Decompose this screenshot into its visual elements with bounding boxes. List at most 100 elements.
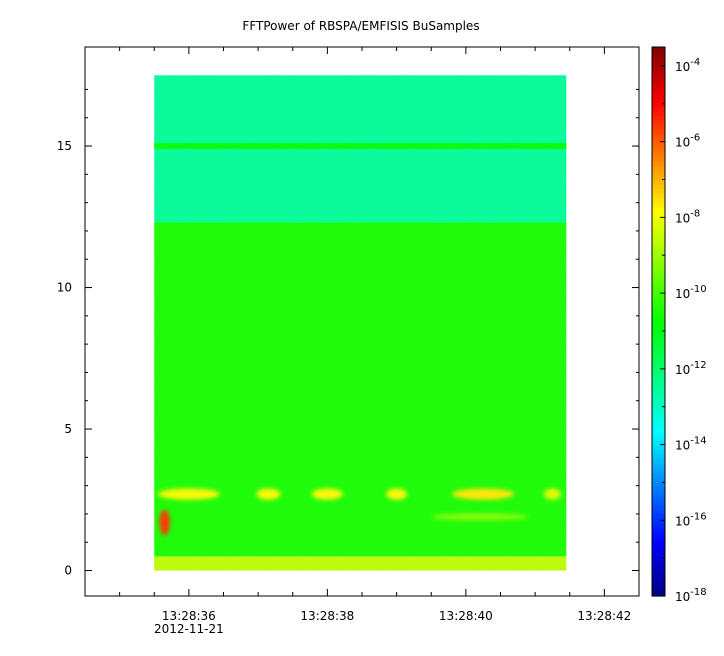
colorbar-segment <box>652 88 665 94</box>
colorbar-segment <box>652 362 665 368</box>
colorbar-segment <box>652 193 665 199</box>
colorbar-segment <box>652 115 665 121</box>
colorbar-segment <box>652 83 665 89</box>
colorbar-segment <box>652 312 665 318</box>
colorbar-segment <box>652 513 665 519</box>
colorbar-segment <box>652 65 665 71</box>
colorbar-segment <box>652 376 665 382</box>
colorbar-segment <box>652 413 665 419</box>
colorbar-tick-base: 10 <box>675 60 690 74</box>
colorbar-segment <box>652 161 665 167</box>
colorbar-segment <box>652 417 665 423</box>
colorbar-segment <box>652 56 665 62</box>
colorbar-segment <box>652 339 665 345</box>
colorbar-tick-exponent: -4 <box>690 57 700 68</box>
colorbar-segment <box>652 445 665 451</box>
colorbar-tick-label: 10-6 <box>675 133 700 150</box>
colorbar-segment <box>652 348 665 355</box>
colorbar-segment <box>652 220 665 227</box>
y-tick-label: 10 <box>57 281 72 295</box>
y-tick-label: 0 <box>64 564 72 578</box>
colorbar-segment <box>652 197 665 204</box>
colorbar-segment <box>652 133 665 140</box>
colorbar-segment <box>652 211 665 217</box>
colorbar-segment <box>652 129 665 135</box>
colorbar-segment <box>652 202 665 208</box>
colorbar-segment <box>652 559 665 565</box>
colorbar-segment <box>652 504 665 510</box>
colorbar-segment <box>652 390 665 396</box>
colorbar-segment <box>652 481 665 487</box>
colorbar-segment <box>652 536 665 542</box>
x-tick-label: 13:28:42 <box>577 609 631 623</box>
x-tick-date-label: 2012-11-21 <box>154 622 224 636</box>
colorbar-segment <box>652 239 665 245</box>
colorbar-segment <box>652 458 665 464</box>
colorbar-segment <box>652 545 665 551</box>
y-tick-label: 5 <box>64 422 72 436</box>
colorbar-segment <box>652 330 665 336</box>
colorbar-tick-label: 10-8 <box>675 208 700 225</box>
colorbar-segment <box>652 243 665 249</box>
colorbar-segment <box>652 111 665 117</box>
colorbar-segment <box>652 289 665 295</box>
colorbar-tick-exponent: -18 <box>690 587 706 598</box>
colorbar-segment <box>652 435 665 442</box>
colorbar-segment <box>652 472 665 478</box>
colorbar-segment <box>652 252 665 259</box>
colorbar-tick-base: 10 <box>675 590 690 604</box>
colorbar-tick-base: 10 <box>675 439 690 453</box>
colorbar-segment <box>652 266 665 272</box>
colorbar-segment <box>652 275 665 281</box>
colorbar-tick-exponent: -10 <box>690 284 706 295</box>
heatmap-layer <box>154 75 567 571</box>
colorbar-segment <box>652 234 665 240</box>
colorbar-segment <box>652 531 665 538</box>
colorbar-segment <box>652 499 665 506</box>
colorbar-segment <box>652 477 665 483</box>
colorbar-segment <box>652 69 665 76</box>
noise-texture <box>154 75 567 571</box>
colorbar-segment <box>652 440 665 446</box>
colorbar-segment <box>652 522 665 528</box>
colorbar-segment <box>652 509 665 515</box>
colorbar-tick-base: 10 <box>675 211 690 225</box>
colorbar-segment <box>652 380 665 387</box>
colorbar-segment <box>652 385 665 391</box>
colorbar-tick-label: 10-18 <box>675 587 707 604</box>
colorbar-segment <box>652 101 665 108</box>
colorbar-segment <box>652 490 665 496</box>
colorbar-segment <box>652 403 665 410</box>
colorbar-segment <box>652 568 665 574</box>
colorbar-segment <box>652 591 665 597</box>
colorbar-segment <box>652 307 665 313</box>
y-tick-label: 15 <box>57 139 72 153</box>
colorbar-segment <box>652 152 665 158</box>
colorbar-segment <box>652 124 665 130</box>
colorbar-segment <box>652 106 665 112</box>
colorbar-segment <box>652 97 665 103</box>
colorbar-segment <box>652 563 665 570</box>
colorbar-segment <box>652 51 665 57</box>
colorbar-segment <box>652 303 665 309</box>
colorbar-segment <box>652 454 665 460</box>
colorbar-segment <box>652 344 665 350</box>
colorbar-segment <box>652 284 665 291</box>
colorbar-segment <box>652 257 665 263</box>
colorbar-tick-base: 10 <box>675 363 690 377</box>
colorbar-segment <box>652 554 665 560</box>
colorbar-segment <box>652 431 665 437</box>
colorbar-tick-exponent: -12 <box>690 360 706 371</box>
colorbar-segment <box>652 74 665 80</box>
colorbar-segment <box>652 316 665 323</box>
colorbar-segment <box>652 60 665 66</box>
colorbar-segment <box>652 577 665 583</box>
colorbar-segment <box>652 147 665 153</box>
x-tick-label: 13:28:36 <box>162 609 216 623</box>
colorbar-segment <box>652 371 665 377</box>
colorbar-segment <box>652 358 665 364</box>
colorbar-segment <box>652 394 665 400</box>
colorbar-segment <box>652 280 665 286</box>
